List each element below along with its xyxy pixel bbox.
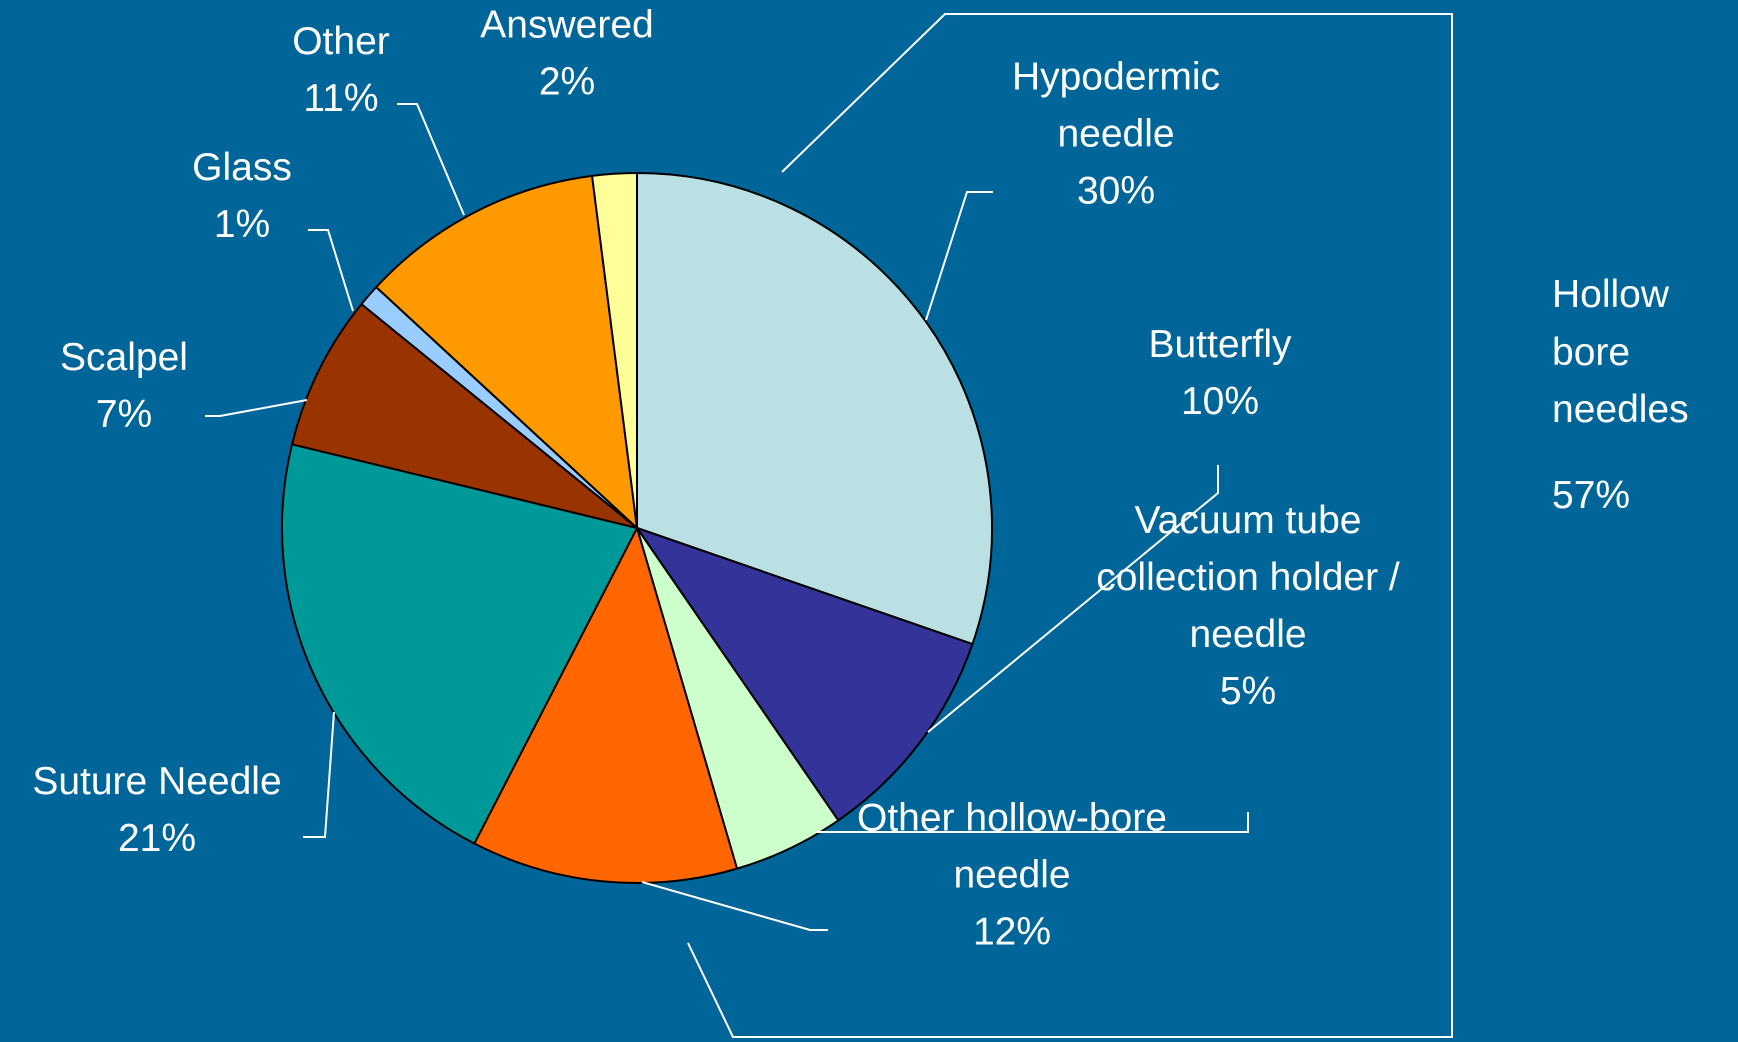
group-annotation: Hollow bore needles 57% — [1552, 273, 1689, 517]
slice-label-2-line-2: 10% — [1181, 380, 1259, 423]
slice-label-1-line-1: Hypodermic — [1012, 55, 1220, 98]
slice-label-3-line-2: collection holder / — [1096, 556, 1400, 599]
slice-label-6-line-2: 7% — [96, 393, 152, 436]
pie-slice-suture-needle — [281, 443, 638, 845]
bracket-bottom — [687, 325, 1453, 1038]
leader-line-2 — [927, 465, 1219, 733]
pie-slice-butterfly — [636, 527, 974, 822]
group-label-line-3: needles — [1552, 388, 1689, 431]
pie-slice-scalpel — [291, 303, 638, 529]
slice-label-2-line-1: Butterfly — [1148, 323, 1292, 366]
leader-lines — [205, 103, 1249, 931]
group-label-line-1: Hollow — [1552, 273, 1670, 316]
slice-labels: Hypodermic needle 30% Butterfly 10% Vacuum tu… — [32, 3, 1400, 953]
slice-label-3-line-3: needle — [1189, 613, 1306, 656]
slice-label-9-line-3: 2% — [539, 60, 595, 103]
slice-label-8-line-1: Other — [292, 20, 390, 63]
bracket-top — [781, 13, 1453, 325]
leader-line-1 — [925, 191, 993, 321]
leader-line-3 — [814, 812, 1249, 833]
leader-line-5 — [303, 711, 335, 838]
group-value: 57% — [1552, 474, 1630, 517]
slice-label-4-line-3: 12% — [973, 910, 1051, 953]
slice-label-7-line-2: 1% — [214, 203, 270, 246]
leader-line-4 — [641, 881, 828, 931]
leader-line-6 — [205, 399, 308, 417]
pie-slice-unknown-not-answered — [591, 172, 638, 529]
group-label-line-2: bore — [1552, 331, 1630, 374]
leader-line-8 — [397, 103, 465, 216]
slice-label-1-line-3: 30% — [1077, 169, 1155, 212]
slice-label-4-line-1: Other hollow-bore — [857, 796, 1167, 839]
slice-label-5-line-1: Suture Needle — [32, 760, 281, 803]
pie-slice-other-hollow-bore-needle — [473, 527, 739, 884]
hollow-bore-bracket — [687, 13, 1453, 1038]
pie-slices — [281, 172, 993, 884]
pie-slice-hypodermic-needle — [636, 172, 993, 646]
slice-label-5-line-2: 21% — [118, 817, 196, 860]
slice-label-6-line-1: Scalpel — [60, 336, 188, 379]
slice-label-4-line-2: needle — [953, 853, 1070, 896]
slice-label-3-line-1: Vacuum tube — [1135, 499, 1362, 542]
pie-slice-other — [375, 174, 638, 529]
slice-label-7-line-1: Glass — [192, 146, 292, 189]
slice-label-9-line-2: Answered — [480, 3, 653, 46]
slice-label-3-line-4: 5% — [1220, 670, 1276, 713]
slice-label-1-line-2: needle — [1057, 112, 1174, 155]
leader-line-7 — [308, 229, 354, 312]
slice-label-8-line-2: 11% — [303, 77, 378, 120]
